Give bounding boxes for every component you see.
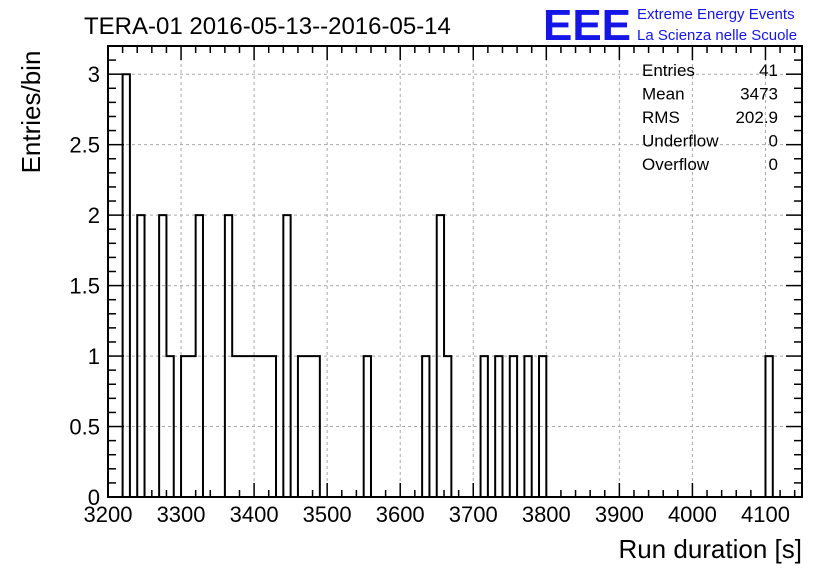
x-tick-label: 3300: [157, 502, 206, 527]
stats-label: RMS: [642, 108, 680, 127]
logo-line-1: Extreme Energy Events: [637, 6, 795, 23]
eee-logo-letters: EEE: [543, 1, 631, 50]
y-tick-label: 1: [88, 344, 100, 369]
stats-label: Overflow: [642, 155, 710, 174]
stats-value: 41: [759, 61, 778, 80]
x-tick-label: 3600: [376, 502, 425, 527]
plot-frame: [107, 45, 803, 498]
axes: 3200 3300 3400 3500 3600 3700 3800 3900 4000 4100…: [69, 45, 803, 527]
y-axis-title: Entries/bin: [16, 51, 46, 174]
stats-value: 202.9: [735, 108, 778, 127]
x-tick-label: 3700: [449, 502, 498, 527]
chart-title: TERA-01 2016-05-13--2016-05-14: [84, 13, 451, 40]
y-tick-label: 3: [88, 62, 100, 87]
stats-value: 0: [769, 132, 778, 151]
y-tick-label: 2: [88, 203, 100, 228]
stats-value: 0: [769, 155, 778, 174]
grid: [108, 46, 802, 497]
x-tick-label: 3800: [522, 502, 571, 527]
x-tick-label: 3200: [84, 502, 133, 527]
x-tick-label: 3900: [595, 502, 644, 527]
stats-box: Entries 41 Mean 3473 RMS 202.9 Underflow 0 Overf…: [642, 61, 778, 174]
x-tick-label: 4100: [741, 502, 790, 527]
y-tick-label: 0.5: [69, 415, 100, 440]
y-tick-label: 2.5: [69, 133, 100, 158]
stats-label: Entries: [642, 61, 695, 80]
x-tick-label: 4000: [668, 502, 717, 527]
stats-label: Underflow: [642, 132, 719, 151]
x-tick-label: 3500: [303, 502, 352, 527]
stats-label: Mean: [642, 85, 685, 104]
logo-line-2: La Scienza nelle Scuole: [637, 27, 797, 44]
stats-value: 3473: [740, 85, 778, 104]
x-axis-title: Run duration [s]: [618, 534, 802, 564]
eee-logo: EEE Extreme Energy Events La Scienza nel…: [543, 1, 797, 50]
x-tick-label: 3400: [230, 502, 279, 527]
y-tick-label: 0: [88, 485, 100, 510]
y-tick-label: 1.5: [69, 274, 100, 299]
